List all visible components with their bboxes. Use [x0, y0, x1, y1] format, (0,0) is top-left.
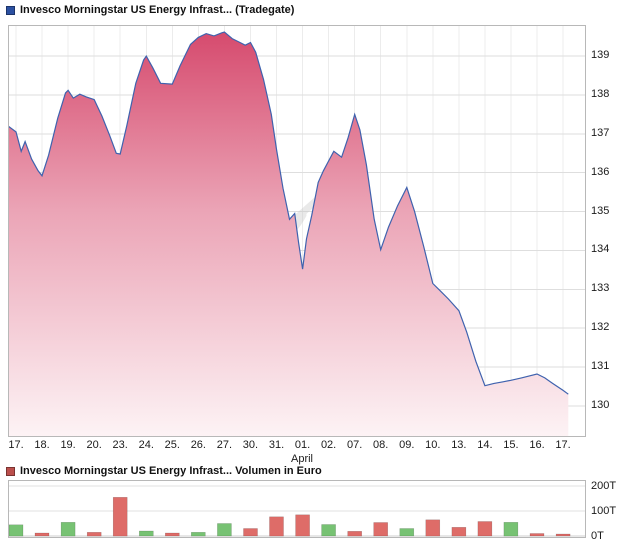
volume-bar: [295, 514, 310, 537]
price-x-tick-label: 23.: [112, 439, 128, 451]
volume-bar: [373, 522, 388, 537]
price-x-tick-label: 09.: [399, 439, 415, 451]
volume-bar: [425, 519, 441, 537]
volume-chart-legend: Invesco Morningstar US Energy Infrast...…: [6, 465, 322, 477]
x-axis-month-label: April: [290, 453, 313, 465]
volume-chart-title: Invesco Morningstar US Energy Infrast...…: [20, 465, 322, 477]
price-line: [8, 31, 569, 395]
volume-bar: [451, 527, 467, 537]
volume-bar: [34, 532, 50, 537]
volume-bar: [503, 522, 519, 537]
price-area: [8, 32, 569, 437]
volume-bar: [555, 533, 571, 537]
volume-bar: [529, 533, 545, 537]
volume-bar: [321, 524, 336, 537]
price-x-tick-label: 19.: [60, 439, 76, 451]
price-y-tick-label: 130: [591, 398, 610, 411]
plot-border: [8, 480, 586, 538]
price-x-tick-label: 31.: [268, 439, 285, 451]
price-x-tick-label: 02.: [320, 439, 337, 451]
price-x-tick-label: 17.: [8, 439, 24, 451]
price-y-tick-label: 133: [591, 282, 610, 295]
volume-bar: [347, 531, 362, 537]
price-x-tick-label: 17.: [555, 439, 571, 451]
volume-bar: [60, 522, 76, 537]
price-y-tick-label: 136: [591, 165, 610, 178]
volume-y-tick-label: 100T: [591, 505, 617, 517]
volume-bar: [112, 497, 128, 537]
price-y-tick-label: 137: [591, 126, 610, 139]
price-y-tick-label: 138: [591, 87, 610, 100]
price-x-tick-label: 30.: [242, 439, 259, 451]
volume-bar: [217, 523, 232, 537]
price-x-tick-label: 24.: [138, 439, 154, 451]
price-chart-title: Invesco Morningstar US Energy Infrast...…: [20, 4, 295, 16]
volume-y-tick-label: 200T: [591, 480, 617, 492]
price-y-tick-label: 139: [591, 49, 610, 62]
plot-border: [8, 25, 586, 437]
price-x-tick-label: 07.: [346, 439, 363, 451]
price-legend-swatch: [6, 5, 15, 15]
price-x-tick-label: 27.: [216, 439, 233, 451]
price-y-tick-label: 134: [591, 243, 610, 256]
price-x-tick-label: 14.: [477, 439, 493, 451]
volume-bar: [191, 532, 206, 537]
volume-bar: [243, 528, 258, 537]
volume-bar: [165, 532, 180, 537]
volume-bar: [86, 532, 102, 537]
volume-bar: [139, 530, 154, 537]
volume-y-tick-label: 0T: [591, 530, 604, 542]
price-x-tick-label: 25.: [164, 439, 180, 451]
price-chart-plot: [8, 25, 586, 437]
price-x-tick-label: 10.: [425, 439, 441, 451]
price-x-tick-label: 18.: [34, 439, 50, 451]
volume-bar: [477, 521, 493, 537]
price-x-tick-label: 16.: [529, 439, 545, 451]
price-y-tick-label: 132: [591, 321, 610, 334]
volume-legend-swatch: [6, 466, 15, 476]
price-y-tick-label: 131: [591, 360, 610, 373]
volume-bar: [8, 524, 24, 537]
volume-bar: [269, 516, 284, 537]
price-chart-legend: Invesco Morningstar US Energy Infrast...…: [6, 4, 294, 16]
price-y-tick-label: 135: [591, 204, 610, 217]
price-x-tick-label: 08.: [373, 439, 389, 451]
price-x-tick-label: 01.: [294, 439, 311, 451]
price-x-tick-label: 20.: [86, 439, 102, 451]
volume-bar: [399, 528, 415, 537]
price-x-tick-label: 15.: [503, 439, 519, 451]
volume-chart-plot: [8, 480, 586, 538]
price-x-tick-label: 13.: [451, 439, 467, 451]
price-x-tick-label: 26.: [190, 439, 206, 451]
